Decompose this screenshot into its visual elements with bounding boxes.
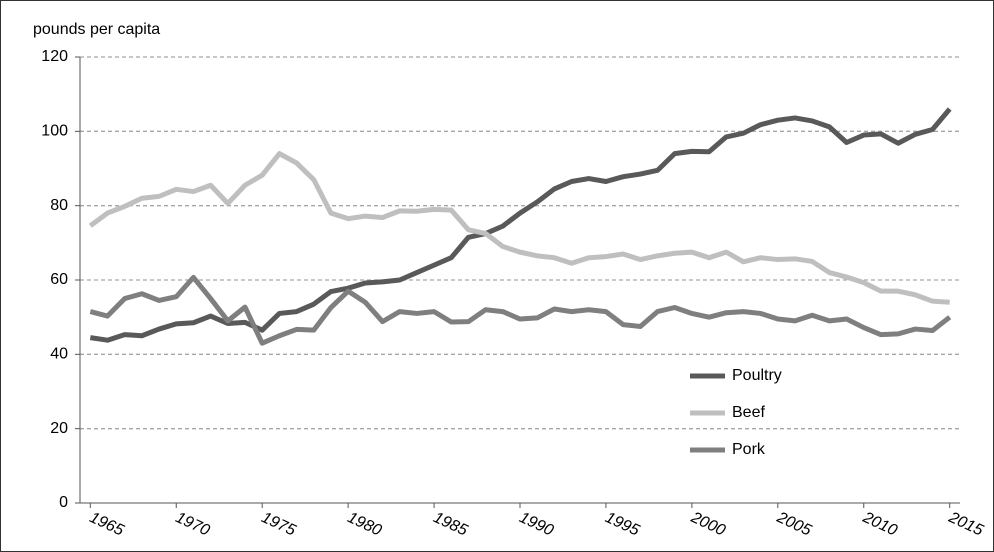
x-tick-label: 2010: [859, 509, 899, 540]
y-tick-label: 60: [50, 271, 68, 288]
y-tick-label: 100: [41, 123, 68, 140]
x-tick-label: 1975: [259, 509, 299, 540]
series-line: [89, 274, 952, 346]
series-line: [89, 107, 952, 343]
x-tick-label: 2005: [773, 509, 813, 540]
legend-label: Pork: [732, 441, 766, 458]
x-tick-label: 1985: [431, 509, 471, 540]
legend-label: Beef: [732, 404, 765, 421]
x-tick-label: 2000: [687, 509, 727, 540]
x-tick-label: 1990: [517, 509, 557, 540]
x-tick-label: 1980: [345, 509, 385, 540]
legend-label: Poultry: [732, 367, 782, 384]
y-axis-label: pounds per capita: [33, 21, 160, 38]
y-tick-label: 20: [50, 420, 68, 437]
x-tick-label: 1965: [87, 509, 127, 540]
series-line: [88, 151, 950, 305]
x-tick-label: 2015: [945, 509, 985, 540]
x-tick-label: 1970: [173, 509, 213, 540]
y-tick-label: 120: [41, 48, 68, 65]
y-tick-label: 80: [50, 197, 68, 214]
y-tick-label: 40: [50, 346, 68, 363]
y-tick-label: 0: [59, 494, 68, 511]
x-tick-label: 1995: [602, 509, 642, 540]
